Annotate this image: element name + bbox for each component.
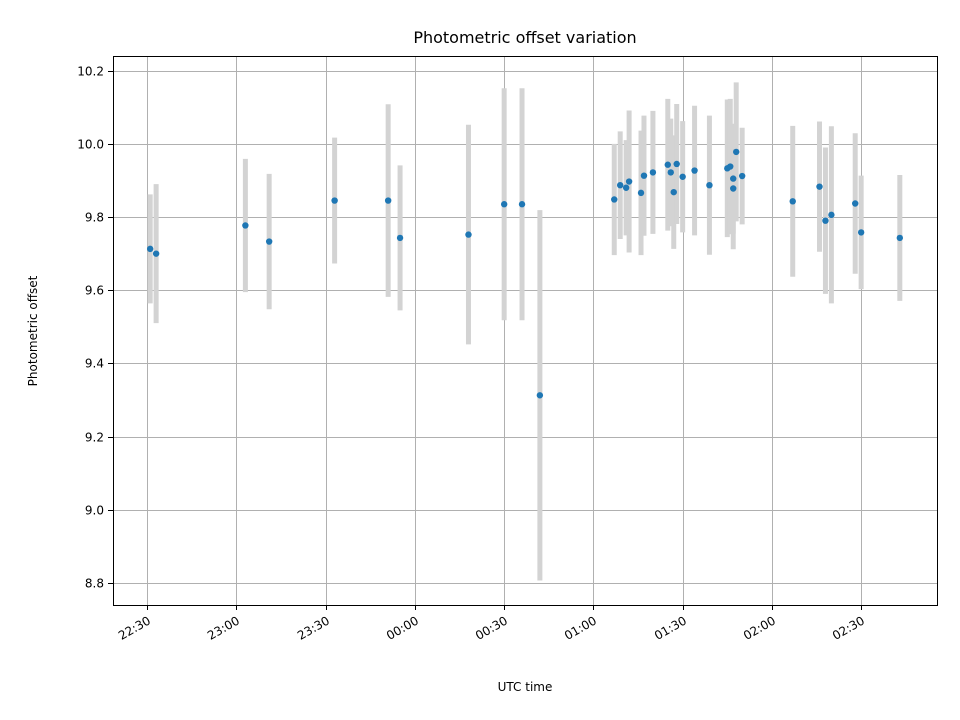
y-tick-label: 9.6	[85, 284, 104, 298]
data-point	[637, 189, 645, 197]
data-point	[536, 392, 544, 399]
x-axis-label: UTC time	[498, 680, 553, 694]
data-point	[146, 245, 154, 253]
data-points	[146, 148, 904, 399]
data-point	[789, 198, 796, 205]
data-point	[465, 231, 472, 238]
data-point	[265, 238, 273, 245]
data-point	[738, 172, 746, 180]
data-point	[152, 250, 160, 257]
data-point	[822, 217, 829, 224]
data-point	[625, 178, 633, 185]
y-tick-label: 9.0	[85, 504, 104, 518]
y-tick-label: 8.8	[85, 577, 104, 591]
data-point	[851, 200, 859, 207]
y-tick-label: 10.2	[77, 65, 104, 79]
y-tick-label: 9.8	[85, 211, 104, 225]
data-point	[730, 185, 737, 192]
data-point	[828, 211, 835, 219]
data-point	[611, 196, 618, 203]
data-point	[640, 172, 648, 179]
y-axis-label: Photometric offset	[26, 275, 40, 386]
data-point	[616, 181, 624, 189]
data-point	[727, 163, 734, 170]
data-point	[649, 169, 657, 176]
data-point	[706, 181, 713, 189]
data-point	[896, 234, 904, 242]
data-point	[816, 183, 823, 190]
data-point	[670, 188, 677, 196]
data-point	[242, 222, 249, 229]
data-point	[730, 175, 737, 182]
y-axis-ticks: 8.8 9.0 9.2 9.4 9.6 9.8 10.0 10.2	[77, 65, 113, 591]
data-point	[500, 201, 508, 208]
data-point	[679, 173, 686, 180]
grid	[113, 56, 937, 605]
y-tick-label: 9.2	[85, 431, 104, 445]
data-point	[518, 201, 526, 208]
data-point	[667, 169, 674, 176]
data-point	[396, 234, 404, 242]
data-point	[733, 148, 740, 156]
chart-title: Photometric offset variation	[413, 28, 636, 47]
data-point	[622, 184, 630, 191]
data-point	[331, 197, 338, 204]
data-point	[691, 167, 698, 174]
y-tick-label: 9.4	[85, 357, 104, 371]
data-point	[664, 161, 671, 168]
data-point	[384, 197, 392, 204]
plot-frame	[113, 56, 938, 606]
data-point	[857, 229, 865, 236]
data-point	[673, 160, 680, 168]
y-tick-label: 10.0	[77, 138, 104, 152]
